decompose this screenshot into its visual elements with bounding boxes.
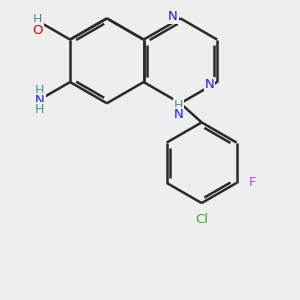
Text: H: H bbox=[33, 13, 42, 26]
Text: O: O bbox=[32, 23, 43, 37]
Text: N: N bbox=[205, 78, 214, 91]
Text: N: N bbox=[168, 10, 178, 23]
Text: Cl: Cl bbox=[195, 213, 208, 226]
Text: N: N bbox=[173, 109, 183, 122]
Text: F: F bbox=[249, 176, 256, 189]
Text: N: N bbox=[35, 94, 45, 106]
Text: H: H bbox=[35, 103, 44, 116]
Text: H: H bbox=[174, 99, 183, 112]
Text: H: H bbox=[35, 84, 44, 97]
